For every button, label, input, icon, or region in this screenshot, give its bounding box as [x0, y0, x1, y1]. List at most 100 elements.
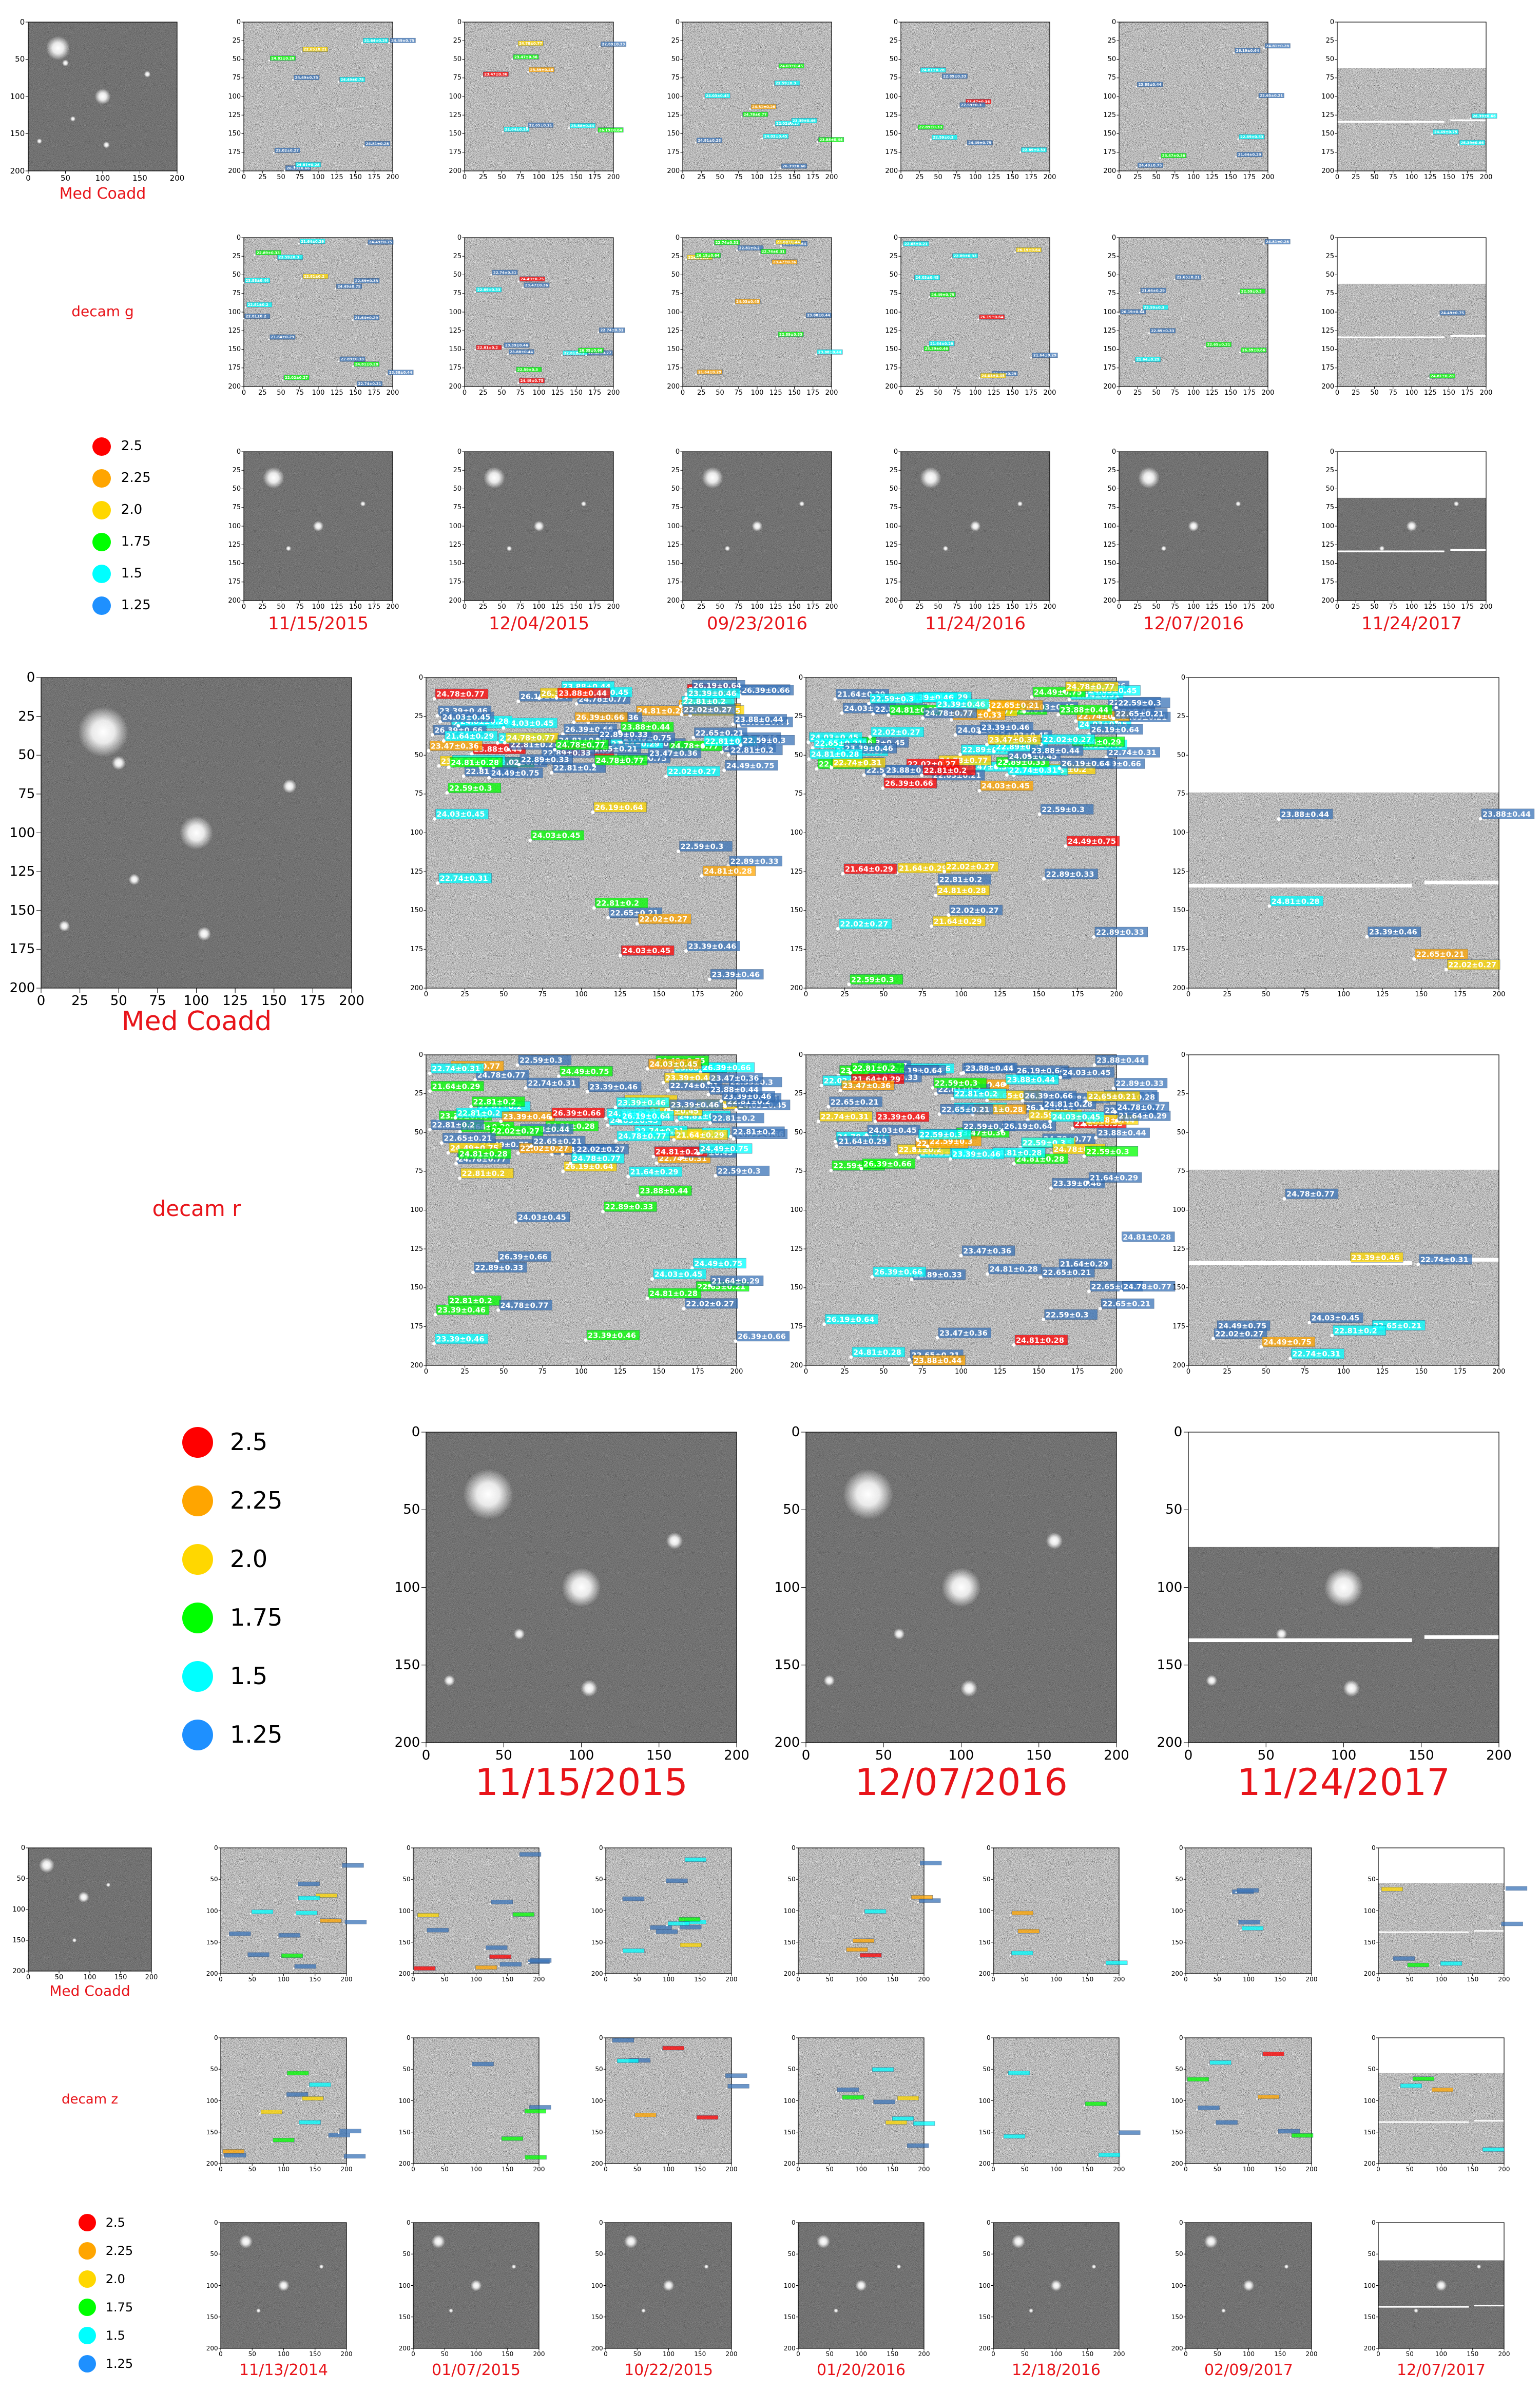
detection-marker	[506, 747, 510, 751]
detection-badge-label: 23.88±0.44	[510, 350, 533, 354]
detection-badge-label: 24.49±0.75	[700, 1145, 748, 1153]
p1-r2c4-ytick-label: 200	[1103, 382, 1116, 391]
p1-r2c2-xtick-label: 50	[716, 389, 724, 397]
p2-r2c1-ytick-label: 175	[790, 1322, 803, 1330]
detection-marker	[318, 1922, 320, 1924]
p3-r3c5-xtick-label: 50	[1213, 2350, 1221, 2358]
p3-r2c6-xtick-label: 50	[1406, 2166, 1414, 2173]
detection-marker	[916, 128, 918, 130]
detection-badge-label: 22.81±0.2	[739, 246, 760, 250]
p1-r3c1-xtick-label: 200	[607, 603, 620, 611]
p1-r2c3-xtick-label: 150	[1006, 389, 1019, 397]
p3-r1c5-ytick-label: 150	[1171, 1938, 1183, 1946]
detection-marker	[912, 1146, 916, 1150]
detection-badge	[667, 766, 720, 777]
detection-marker	[222, 2156, 224, 2158]
detection-badge	[1393, 1956, 1415, 1961]
p1-r2c5-xtick-label: 75	[1389, 389, 1398, 397]
p2-r3c1-xtick-label: 150	[1026, 1747, 1052, 1763]
detection-badge	[1096, 1127, 1150, 1138]
p2-r1c0-xtick-label: 100	[575, 990, 588, 998]
detection-marker	[1094, 1135, 1098, 1140]
detection-badge	[1459, 140, 1485, 145]
detection-marker	[942, 870, 947, 874]
detection-badge	[907, 2143, 929, 2148]
p2-legend-dot	[182, 1486, 213, 1516]
detection-marker	[553, 748, 557, 752]
p2-sci-c0-source	[513, 1628, 525, 1640]
detection-badge	[517, 41, 544, 46]
detection-badge	[639, 1185, 692, 1196]
detection-marker	[1438, 314, 1440, 316]
detection-marker	[816, 1120, 820, 1124]
p2-r2c0-ytick-label: 100	[410, 1206, 424, 1214]
p3-date-4: 12/18/2016	[1012, 2361, 1101, 2379]
p3-r1c0-ytick-label: 150	[206, 1938, 218, 1946]
detection-badge-label: 22.02±0.27	[951, 906, 999, 915]
detection-badge	[959, 102, 986, 108]
detection-badge-label: 24.49±0.75	[337, 284, 360, 288]
p2-r2c0-xtick-label: 25	[460, 1367, 469, 1376]
detection-badge	[1262, 2052, 1284, 2056]
p3-diff-r2-c0	[220, 2037, 347, 2164]
p2-r1c0-xtick-label: 25	[460, 990, 469, 998]
p1-r2c1-xtick-label: 200	[607, 389, 620, 397]
p2-r1c1-xtick-label: 125	[993, 990, 1007, 998]
detection-marker	[301, 278, 303, 280]
detection-badge-label: 22.65±0.21	[991, 702, 1040, 710]
detection-marker	[985, 743, 989, 747]
detection-badge	[528, 122, 554, 128]
detection-badge-label: 23.47±0.36	[711, 1075, 759, 1083]
p1-date-5: 11/24/2017	[1361, 613, 1462, 634]
detection-marker	[937, 1112, 941, 1116]
p3-r3c3-xtick-label: 200	[918, 2350, 930, 2358]
detection-marker	[561, 732, 565, 736]
detection-marker	[1230, 1893, 1233, 1895]
p3-r1c3-ytick-label: 50	[787, 1876, 796, 1883]
p1-coadd-label: Med Coadd	[59, 185, 146, 203]
p1-coadd-image-source	[144, 70, 151, 78]
detection-marker	[849, 1355, 853, 1359]
p3-r3c2-xtick-label: 150	[694, 2350, 706, 2358]
detection-badge	[436, 1304, 490, 1315]
p2-r2c2-xtick-label: 125	[1376, 1367, 1389, 1376]
detection-badge-label: 22.59±0.3	[519, 1057, 563, 1065]
p2-sci-c1	[805, 1432, 1117, 1743]
p1-r3c0-xtick-label: 50	[277, 603, 285, 611]
p3-r3c0-ytick-label: 150	[206, 2313, 218, 2321]
p1-r2c3-ytick-label: 150	[885, 345, 898, 353]
p2-r2c1-xtick-label: 0	[803, 1367, 808, 1376]
p3-r1c3-ytick-label: 0	[791, 1844, 796, 1851]
p2-legend-dot	[182, 1427, 213, 1458]
detection-marker	[740, 115, 743, 118]
p1-sci-c1-source	[581, 501, 587, 507]
detection-marker	[835, 1144, 839, 1148]
p1-legend-dot	[92, 501, 111, 519]
detection-badge-label: 23.39±0.46	[589, 1084, 638, 1092]
detection-badge	[529, 2105, 551, 2110]
p1-r3c2-xtick-label: 175	[806, 603, 820, 611]
detection-marker	[470, 752, 474, 756]
p1-r3c1-xtick-label: 125	[551, 603, 564, 611]
p2-r3c2-ytick-label: 200	[1157, 1735, 1183, 1750]
p3-r3c1-xtick-label: 50	[440, 2350, 449, 2358]
p3-sci-c2-source	[704, 2264, 709, 2269]
p1-r2c3-ytick-label: 25	[889, 252, 898, 260]
detection-badge	[283, 375, 310, 380]
detection-badge	[1060, 758, 1114, 768]
p3-r2c6-xtick-label: 100	[1435, 2166, 1447, 2173]
detection-marker	[618, 953, 622, 957]
p2-coadd-xtick-label: 100	[183, 993, 209, 1009]
detection-badge-label: 24.81±0.28	[355, 362, 378, 366]
detection-marker	[654, 1933, 656, 1935]
detection-badge-label: 23.88±0.44	[1096, 1057, 1145, 1065]
detection-marker	[514, 371, 516, 373]
detection-marker	[550, 770, 554, 775]
p3-r3c0-ytick-label: 50	[210, 2250, 218, 2258]
detection-badge	[912, 1355, 966, 1365]
detection-badge	[1439, 310, 1466, 316]
detection-badge-label: 22.89±0.33	[355, 279, 378, 283]
p3-r3c3-xtick-label: 50	[825, 2350, 834, 2358]
p1-r3c1-ytick-label: 200	[449, 596, 462, 605]
p1-r1c4-ytick-label: 50	[1107, 55, 1116, 63]
